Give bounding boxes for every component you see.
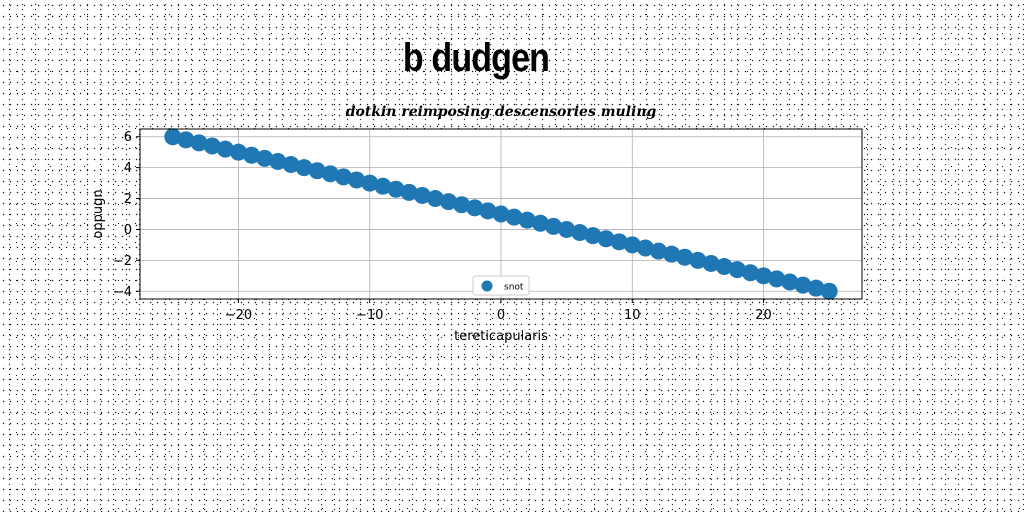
data-point [426, 190, 444, 208]
data-point [558, 220, 576, 238]
data-point [623, 236, 641, 254]
data-point [203, 137, 221, 155]
data-point [413, 186, 431, 204]
data-point [715, 258, 733, 276]
data-point [269, 152, 287, 170]
data-point [308, 162, 326, 180]
data-point [282, 156, 300, 174]
data-point [505, 208, 523, 226]
data-point [229, 143, 247, 161]
y-tick-label: 4 [124, 161, 132, 176]
data-point [256, 149, 274, 167]
data-point [728, 261, 746, 279]
data-point [190, 134, 208, 152]
data-point [216, 140, 234, 158]
data-point [636, 239, 654, 257]
x-axis-ticks: −20 −10 0 10 20 [225, 299, 772, 323]
data-point [466, 199, 484, 217]
legend-marker [481, 280, 493, 292]
y-tick-label: 2 [124, 192, 132, 207]
data-point [453, 196, 471, 214]
data-point [439, 193, 457, 211]
y-tick-label: 6 [124, 130, 132, 145]
data-point [164, 128, 182, 146]
x-tick-label: 20 [755, 308, 772, 323]
data-point [571, 224, 589, 242]
data-point [794, 276, 812, 294]
data-point [348, 171, 366, 189]
data-point [663, 245, 681, 263]
x-tick-label: 10 [624, 308, 641, 323]
data-point [650, 242, 668, 260]
data-point [676, 248, 694, 266]
data-point [807, 279, 825, 297]
data-point [321, 165, 339, 183]
data-point [374, 177, 392, 195]
legend-label: snot [504, 283, 524, 293]
data-point [177, 131, 195, 149]
data-point [518, 211, 536, 229]
data-point [361, 174, 379, 192]
data-point [768, 270, 786, 288]
data-point [295, 159, 313, 177]
y-tick-label: 0 [124, 223, 132, 238]
y-axis-ticks: 6 4 2 0 −2 −4 [113, 130, 140, 300]
page-title: b dudgen [402, 36, 550, 80]
data-point [531, 214, 549, 232]
data-point [702, 254, 720, 272]
x-tick-label: 0 [497, 308, 505, 323]
data-point [243, 146, 261, 164]
y-axis-label: oppugn [91, 189, 106, 238]
data-point [545, 217, 563, 235]
data-points [164, 128, 838, 300]
data-point [820, 282, 838, 300]
data-point [755, 267, 773, 285]
data-point [781, 273, 799, 291]
data-point [334, 168, 352, 186]
chart-title: dotkin reimposing descensories muling [345, 104, 657, 120]
data-point [387, 180, 405, 198]
data-point [689, 251, 707, 269]
data-point [400, 183, 418, 201]
legend: snot [472, 275, 530, 296]
data-point [741, 264, 759, 282]
x-tick-label: −20 [225, 308, 252, 323]
data-point [479, 202, 497, 220]
data-point [597, 230, 615, 248]
x-axis-label: tereticapularis [454, 329, 548, 344]
y-tick-label: −4 [113, 285, 132, 300]
x-tick-label: −10 [356, 308, 383, 323]
data-point [584, 227, 602, 245]
data-point [492, 205, 510, 223]
data-point [610, 233, 628, 251]
y-tick-label: −2 [113, 254, 132, 269]
